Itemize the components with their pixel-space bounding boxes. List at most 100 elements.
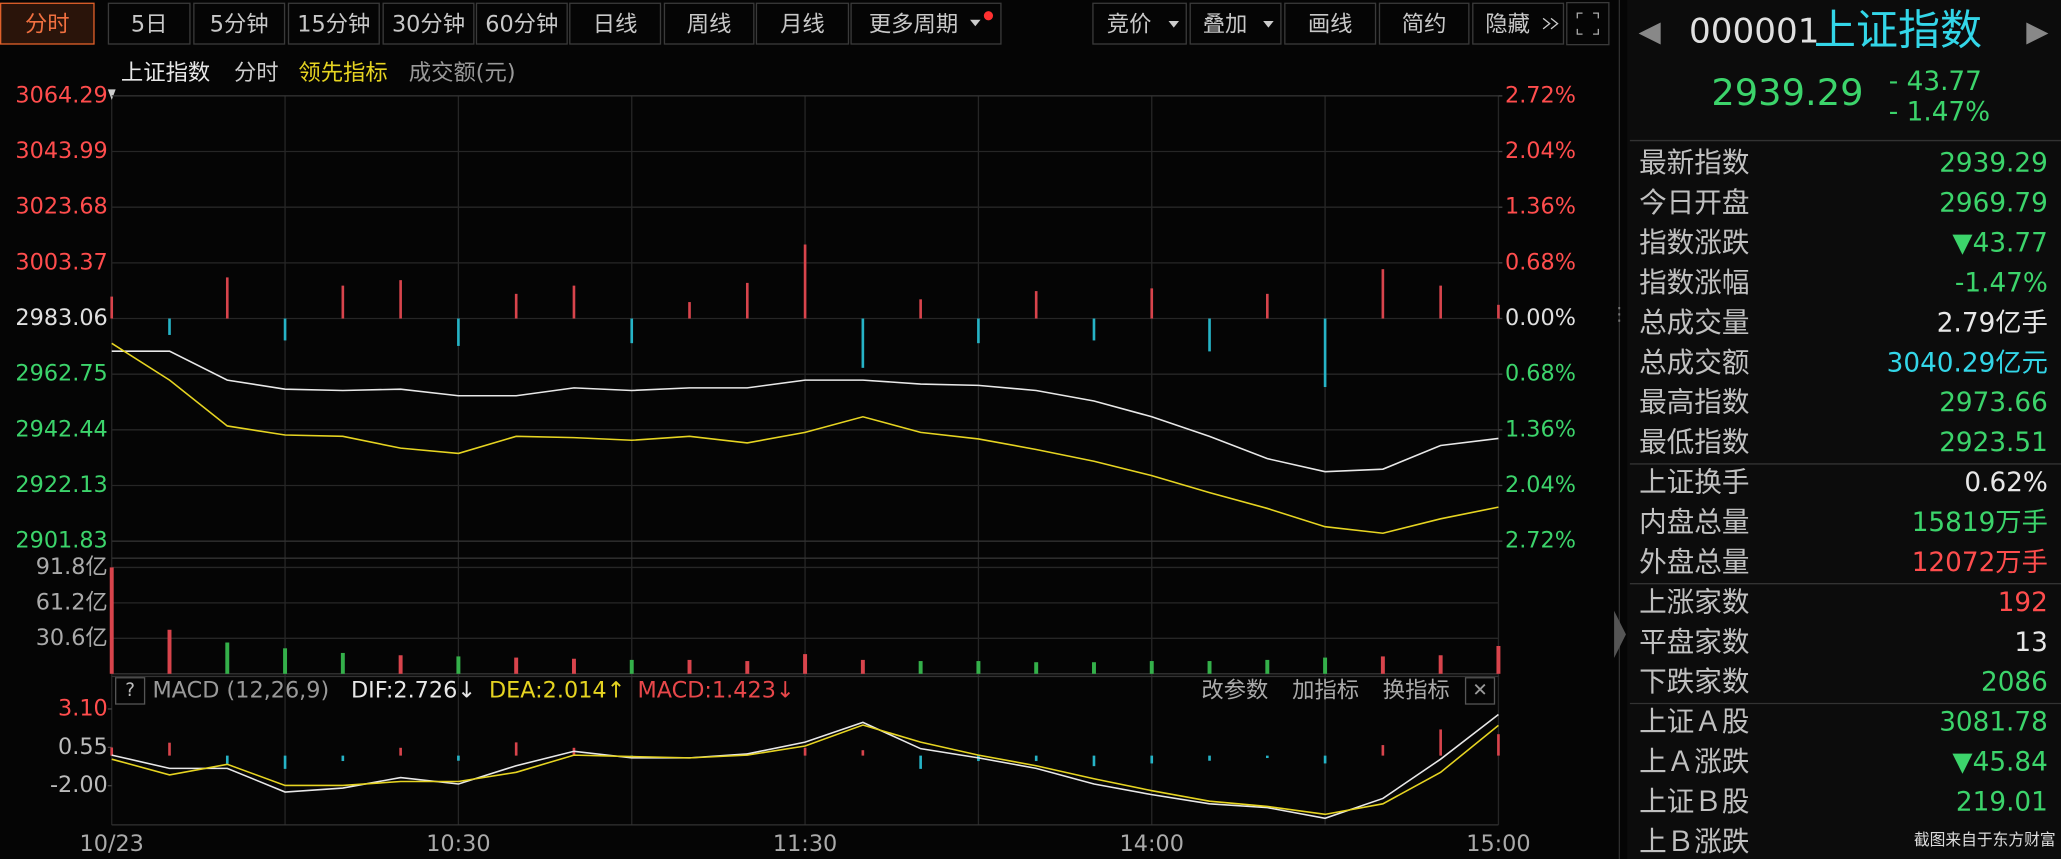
lead-bar — [168, 318, 171, 335]
lead-bar — [341, 285, 345, 319]
y2-tick-label: 2.04% — [1505, 472, 1576, 498]
lead-bar — [457, 318, 460, 346]
row-value: 2923.51 — [1939, 428, 2048, 458]
x-tick-label: 15:00 — [1466, 831, 1530, 857]
side-panel-bg — [1627, 0, 2061, 859]
y-tick-label: 2983.06 — [15, 305, 107, 331]
macd-bar — [110, 747, 114, 756]
row-label: 上Ｂ涨跌 — [1639, 825, 1749, 858]
y2-tick-label: 2.72% — [1505, 528, 1576, 554]
close-button[interactable] — [1464, 677, 1496, 705]
dropdown-arrow — [970, 19, 981, 27]
period-label: 15分钟 — [297, 11, 370, 37]
tool-label: 简约 — [1402, 11, 1447, 37]
change: - 43.77 — [1889, 67, 1982, 97]
tool-button[interactable] — [1284, 2, 1377, 45]
volume-bar — [283, 648, 288, 674]
indicator-button[interactable]: 改参数 — [1201, 677, 1268, 703]
period-label: 周线 — [687, 11, 732, 37]
period-label: 日线 — [593, 11, 638, 37]
tool-label: 画线 — [1308, 11, 1353, 37]
y-tick-label: 2942.44 — [15, 416, 107, 442]
lead-bar — [1265, 293, 1269, 319]
period-label: 5分钟 — [210, 11, 269, 37]
period-button[interactable] — [0, 2, 95, 45]
lead-bar — [572, 285, 576, 319]
indicator-button[interactable]: 换指标 — [1383, 677, 1450, 703]
lead-bar — [919, 299, 922, 319]
volume-bar — [456, 656, 461, 674]
row-value: 2973.66 — [1939, 388, 2048, 418]
y2-tick-label: 0.68% — [1505, 249, 1576, 275]
collapse-button[interactable] — [1614, 610, 1626, 659]
lead-bar — [1034, 291, 1038, 319]
row-value: 192 — [1998, 588, 2048, 618]
legend-entry: 领先指标 — [298, 60, 387, 86]
fullscreen-button[interactable] — [1566, 1, 1610, 46]
volume-bar — [1034, 662, 1039, 674]
lead-bar — [1381, 269, 1385, 319]
help-button[interactable] — [115, 677, 146, 705]
hide-arrows — [1542, 17, 1559, 30]
lead-bar — [803, 244, 807, 319]
lead-bar — [1323, 318, 1327, 388]
period-button[interactable] — [193, 2, 286, 45]
volume-bar — [687, 659, 692, 674]
period-button[interactable] — [569, 2, 662, 45]
period-button[interactable] — [475, 2, 568, 45]
y-tick-label: 0.55 — [58, 734, 108, 760]
close-icon: ✕ — [1472, 680, 1487, 701]
lead-bar — [1439, 285, 1442, 319]
row-value: 13 — [2014, 628, 2047, 658]
period-button[interactable] — [755, 2, 850, 45]
volume-bar — [340, 652, 345, 674]
lead-bar — [745, 282, 749, 319]
tool-button[interactable] — [1092, 2, 1187, 45]
dropdown-arrow — [1263, 21, 1274, 28]
tool-button[interactable] — [1189, 2, 1282, 45]
row-label: 指数涨跌 — [1639, 226, 1749, 259]
row-label: 平盘家数 — [1639, 625, 1749, 658]
drag-handle[interactable]: ⋮ — [1610, 304, 1628, 325]
volume-bar — [976, 661, 981, 674]
y-tick-label: -2.00 — [50, 772, 108, 798]
volume-bar — [1438, 655, 1443, 674]
macd-bar — [1034, 755, 1038, 762]
fullscreen-icon — [1576, 12, 1599, 35]
volume-bar — [109, 567, 114, 674]
tool-button[interactable] — [1378, 2, 1470, 45]
period-button[interactable] — [382, 2, 475, 45]
volume-bar — [1496, 645, 1501, 674]
period-button[interactable] — [107, 2, 191, 45]
notice-dot — [983, 11, 994, 21]
period-label: 5日 — [131, 11, 168, 37]
next-button[interactable]: ▶ — [2026, 14, 2049, 48]
y2-tick-label: 2.72% — [1505, 82, 1576, 108]
row-label: 外盘总量 — [1639, 545, 1749, 578]
indicator-title: MACD (12,26,9) — [152, 677, 329, 703]
tool-button[interactable] — [1472, 2, 1565, 45]
period-label: 60分钟 — [485, 11, 558, 37]
row-value: 3040.29亿元 — [1887, 348, 2048, 378]
volume-bar — [1380, 656, 1385, 674]
period-button[interactable] — [850, 2, 1002, 45]
prev-button[interactable]: ◀ — [1638, 14, 1661, 48]
period-label: 月线 — [780, 11, 825, 37]
row-value: 2969.79 — [1939, 189, 2048, 219]
row-value: 2939.29 — [1939, 149, 2048, 179]
period-button[interactable] — [663, 2, 755, 45]
row-label: 下跌家数 — [1639, 665, 1749, 698]
volume-bar — [629, 659, 634, 674]
period-button[interactable] — [287, 2, 380, 45]
x-tick-label: 14:00 — [1120, 831, 1184, 857]
legend-entry: DEA:2.014↑ — [489, 677, 625, 703]
row-label: 最新指数 — [1639, 146, 1749, 179]
row-label: 今日开盘 — [1639, 186, 1749, 219]
macd-bar — [1323, 755, 1327, 764]
volume-bar — [398, 655, 403, 674]
y2-tick-label: 0.68% — [1505, 361, 1576, 387]
macd-bar — [514, 742, 518, 756]
row-label: 总成交量 — [1639, 306, 1749, 339]
indicator-button[interactable]: 加指标 — [1292, 677, 1359, 703]
